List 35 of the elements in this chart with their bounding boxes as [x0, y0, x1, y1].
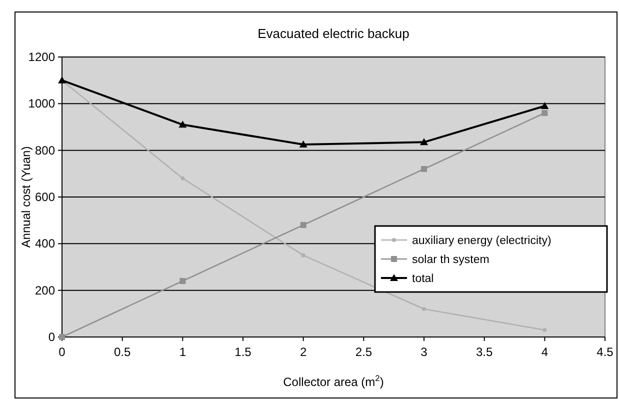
x-tick-label: 2.5 [355, 345, 372, 359]
y-tick-label: 1000 [28, 96, 56, 111]
x-tick-label: 1 [179, 345, 186, 359]
y-tick-label: 400 [34, 236, 56, 251]
point [178, 120, 187, 128]
point [301, 253, 306, 258]
point [540, 102, 549, 109]
point [180, 176, 185, 180]
x-tick-label: 0.5 [114, 345, 131, 359]
point [422, 307, 426, 311]
legend-label: total [412, 273, 434, 285]
point [299, 140, 308, 148]
point [180, 278, 186, 284]
x-tick-label: 2 [300, 345, 307, 359]
chart-title: Evacuated electric backup [258, 26, 410, 41]
y-tick-label: 0 [48, 330, 56, 344]
y-axis-title: Annual cost (Yuan) [19, 146, 33, 248]
y-tick-label: 1200 [28, 50, 56, 64]
point [420, 138, 428, 146]
y-tick-label: 600 [34, 190, 56, 204]
point [542, 110, 548, 116]
x-axis-title: Collector area (m$^{2}$) [283, 373, 384, 389]
y-tick-label: 800 [34, 143, 56, 158]
x-tick-label: 3.5 [476, 345, 493, 359]
legend-label: auxiliary energy (electricity) [412, 235, 552, 247]
point [542, 328, 547, 332]
x-tick-label: 3 [420, 345, 428, 359]
legend-label: solar th system [412, 254, 490, 266]
point [421, 166, 427, 172]
x-tick-label: 4 [541, 345, 548, 359]
point [300, 222, 306, 228]
x-tick-label: 0 [58, 345, 66, 359]
x-tick-label: 1.5 [234, 345, 252, 359]
y-tick-label: 200 [34, 283, 56, 298]
x-tick-label: 4.5 [596, 345, 614, 359]
